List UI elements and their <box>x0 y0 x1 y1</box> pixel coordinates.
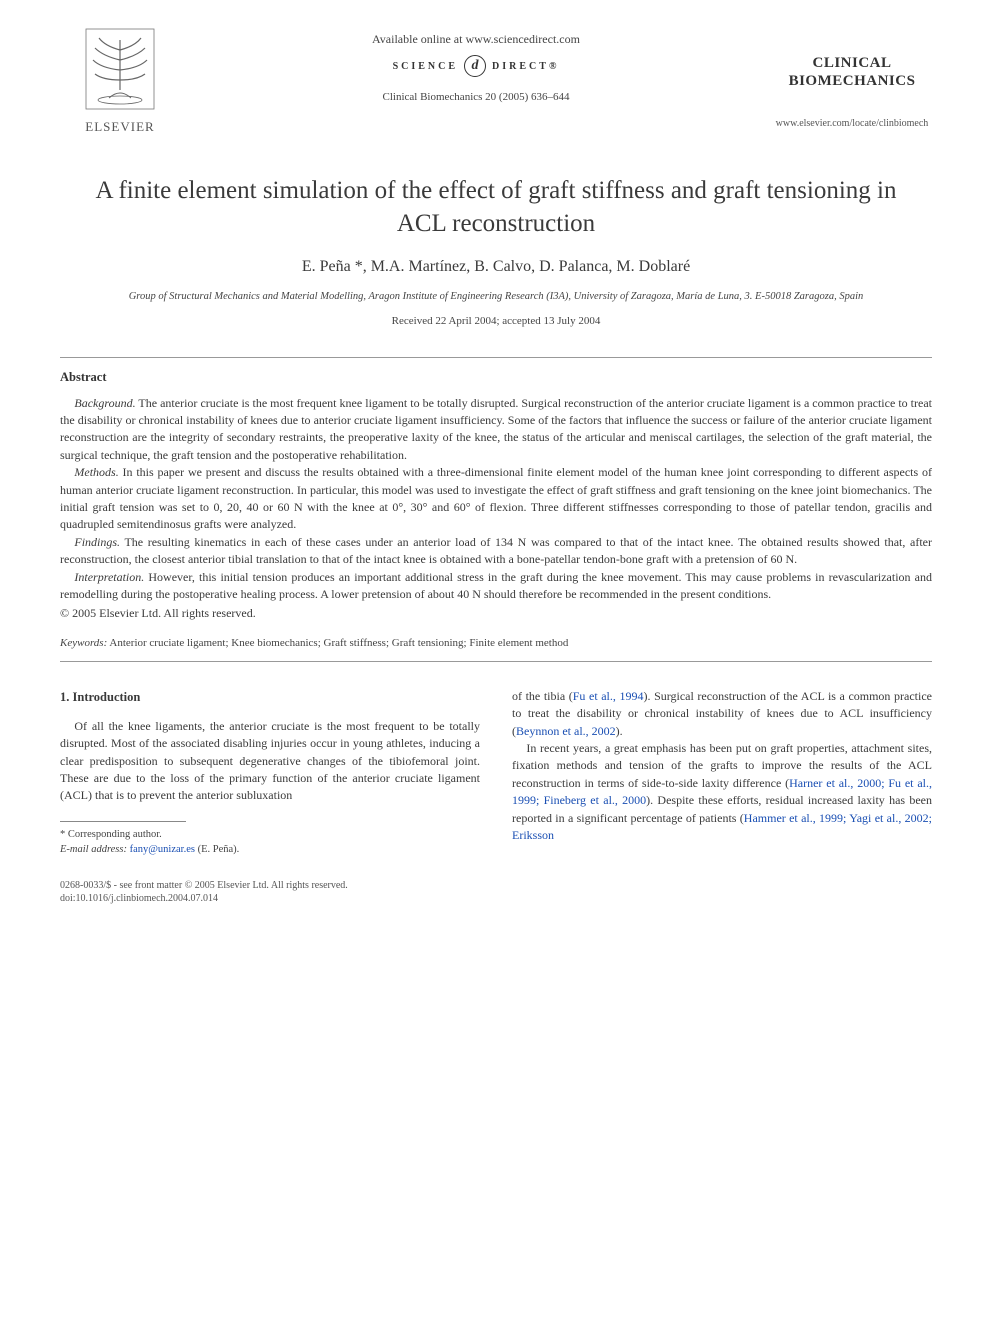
abstract-copyright: © 2005 Elsevier Ltd. All rights reserved… <box>60 605 932 622</box>
interpretation-label: Interpretation. <box>74 570 144 584</box>
interpretation-text: However, this initial tension produces a… <box>60 570 932 601</box>
citation-line: Clinical Biomechanics 20 (2005) 636–644 <box>180 91 772 103</box>
intro-para2-right: In recent years, a great emphasis has be… <box>512 740 932 844</box>
findings-text: The resulting kinematics in each of thes… <box>60 535 932 566</box>
doi-line: doi:10.1016/j.clinbiomech.2004.07.014 <box>60 892 348 905</box>
available-online-text: Available online at www.sciencedirect.co… <box>180 32 772 47</box>
intro-para1-left: Of all the knee ligaments, the anterior … <box>60 718 480 805</box>
keywords-line: Keywords: Anterior cruciate ligament; Kn… <box>60 637 932 649</box>
page-footer: 0268-0033/$ - see front matter © 2005 El… <box>60 879 932 905</box>
column-right: of the tibia (Fu et al., 1994). Surgical… <box>512 688 932 857</box>
header-center: Available online at www.sciencedirect.co… <box>180 28 772 103</box>
received-accepted-dates: Received 22 April 2004; accepted 13 July… <box>60 315 932 327</box>
front-matter-line: 0268-0033/$ - see front matter © 2005 El… <box>60 879 348 892</box>
footer-left: 0268-0033/$ - see front matter © 2005 El… <box>60 879 348 905</box>
abstract-findings: Findings. The resulting kinematics in ea… <box>60 534 932 569</box>
body-columns: 1. Introduction Of all the knee ligament… <box>60 688 932 857</box>
abstract-body: Background. The anterior cruciate is the… <box>60 395 932 623</box>
keywords-text: Anterior cruciate ligament; Knee biomech… <box>107 637 568 649</box>
column-left: 1. Introduction Of all the knee ligament… <box>60 688 480 857</box>
page-header: ELSEVIER Available online at www.science… <box>60 28 932 135</box>
journal-name-line2: BIOMECHANICS <box>772 72 932 90</box>
sd-circle-icon: d <box>464 55 486 77</box>
abstract-background: Background. The anterior cruciate is the… <box>60 395 932 465</box>
authors-line: E. Peña *, M.A. Martínez, B. Calvo, D. P… <box>60 258 932 276</box>
publisher-name: ELSEVIER <box>60 119 180 135</box>
intro-para1-right: of the tibia (Fu et al., 1994). Surgical… <box>512 688 932 740</box>
cite-fu-1994[interactable]: Fu et al., 1994 <box>573 689 644 703</box>
journal-block: CLINICAL BIOMECHANICS www.elsevier.com/l… <box>772 28 932 129</box>
abstract-heading: Abstract <box>60 370 932 385</box>
findings-label: Findings. <box>74 535 120 549</box>
footnote-block: * Corresponding author. E-mail address: … <box>60 828 480 857</box>
elsevier-tree-icon <box>85 28 155 110</box>
corresponding-author: * Corresponding author. <box>60 828 480 843</box>
methods-label: Methods. <box>74 465 118 479</box>
cite-beynnon-2002[interactable]: Beynnon et al., 2002 <box>516 724 616 738</box>
email-after: (E. Peña). <box>195 844 239 855</box>
email-address[interactable]: fany@unizar.es <box>130 844 195 855</box>
sd-right: DIRECT® <box>492 61 559 72</box>
email-label: E-mail address: <box>60 844 130 855</box>
sciencedirect-logo: SCIENCE d DIRECT® <box>180 55 772 77</box>
rule-bottom <box>60 661 932 662</box>
abstract-interpretation: Interpretation. However, this initial te… <box>60 569 932 604</box>
affiliation: Group of Structural Mechanics and Materi… <box>100 290 892 305</box>
keywords-label: Keywords: <box>60 637 107 649</box>
rule-top <box>60 357 932 358</box>
journal-url: www.elsevier.com/locate/clinbiomech <box>772 118 932 129</box>
footnote-separator <box>60 821 186 822</box>
journal-name-line1: CLINICAL <box>772 54 932 72</box>
background-label: Background. <box>74 396 135 410</box>
sd-left: SCIENCE <box>393 61 458 72</box>
publisher-block: ELSEVIER <box>60 28 180 135</box>
email-line: E-mail address: fany@unizar.es (E. Peña)… <box>60 843 480 858</box>
abstract-methods: Methods. In this paper we present and di… <box>60 464 932 534</box>
background-text: The anterior cruciate is the most freque… <box>60 396 932 462</box>
intro-heading: 1. Introduction <box>60 688 480 706</box>
methods-text: In this paper we present and discuss the… <box>60 465 932 531</box>
article-title: A finite element simulation of the effec… <box>90 175 902 240</box>
